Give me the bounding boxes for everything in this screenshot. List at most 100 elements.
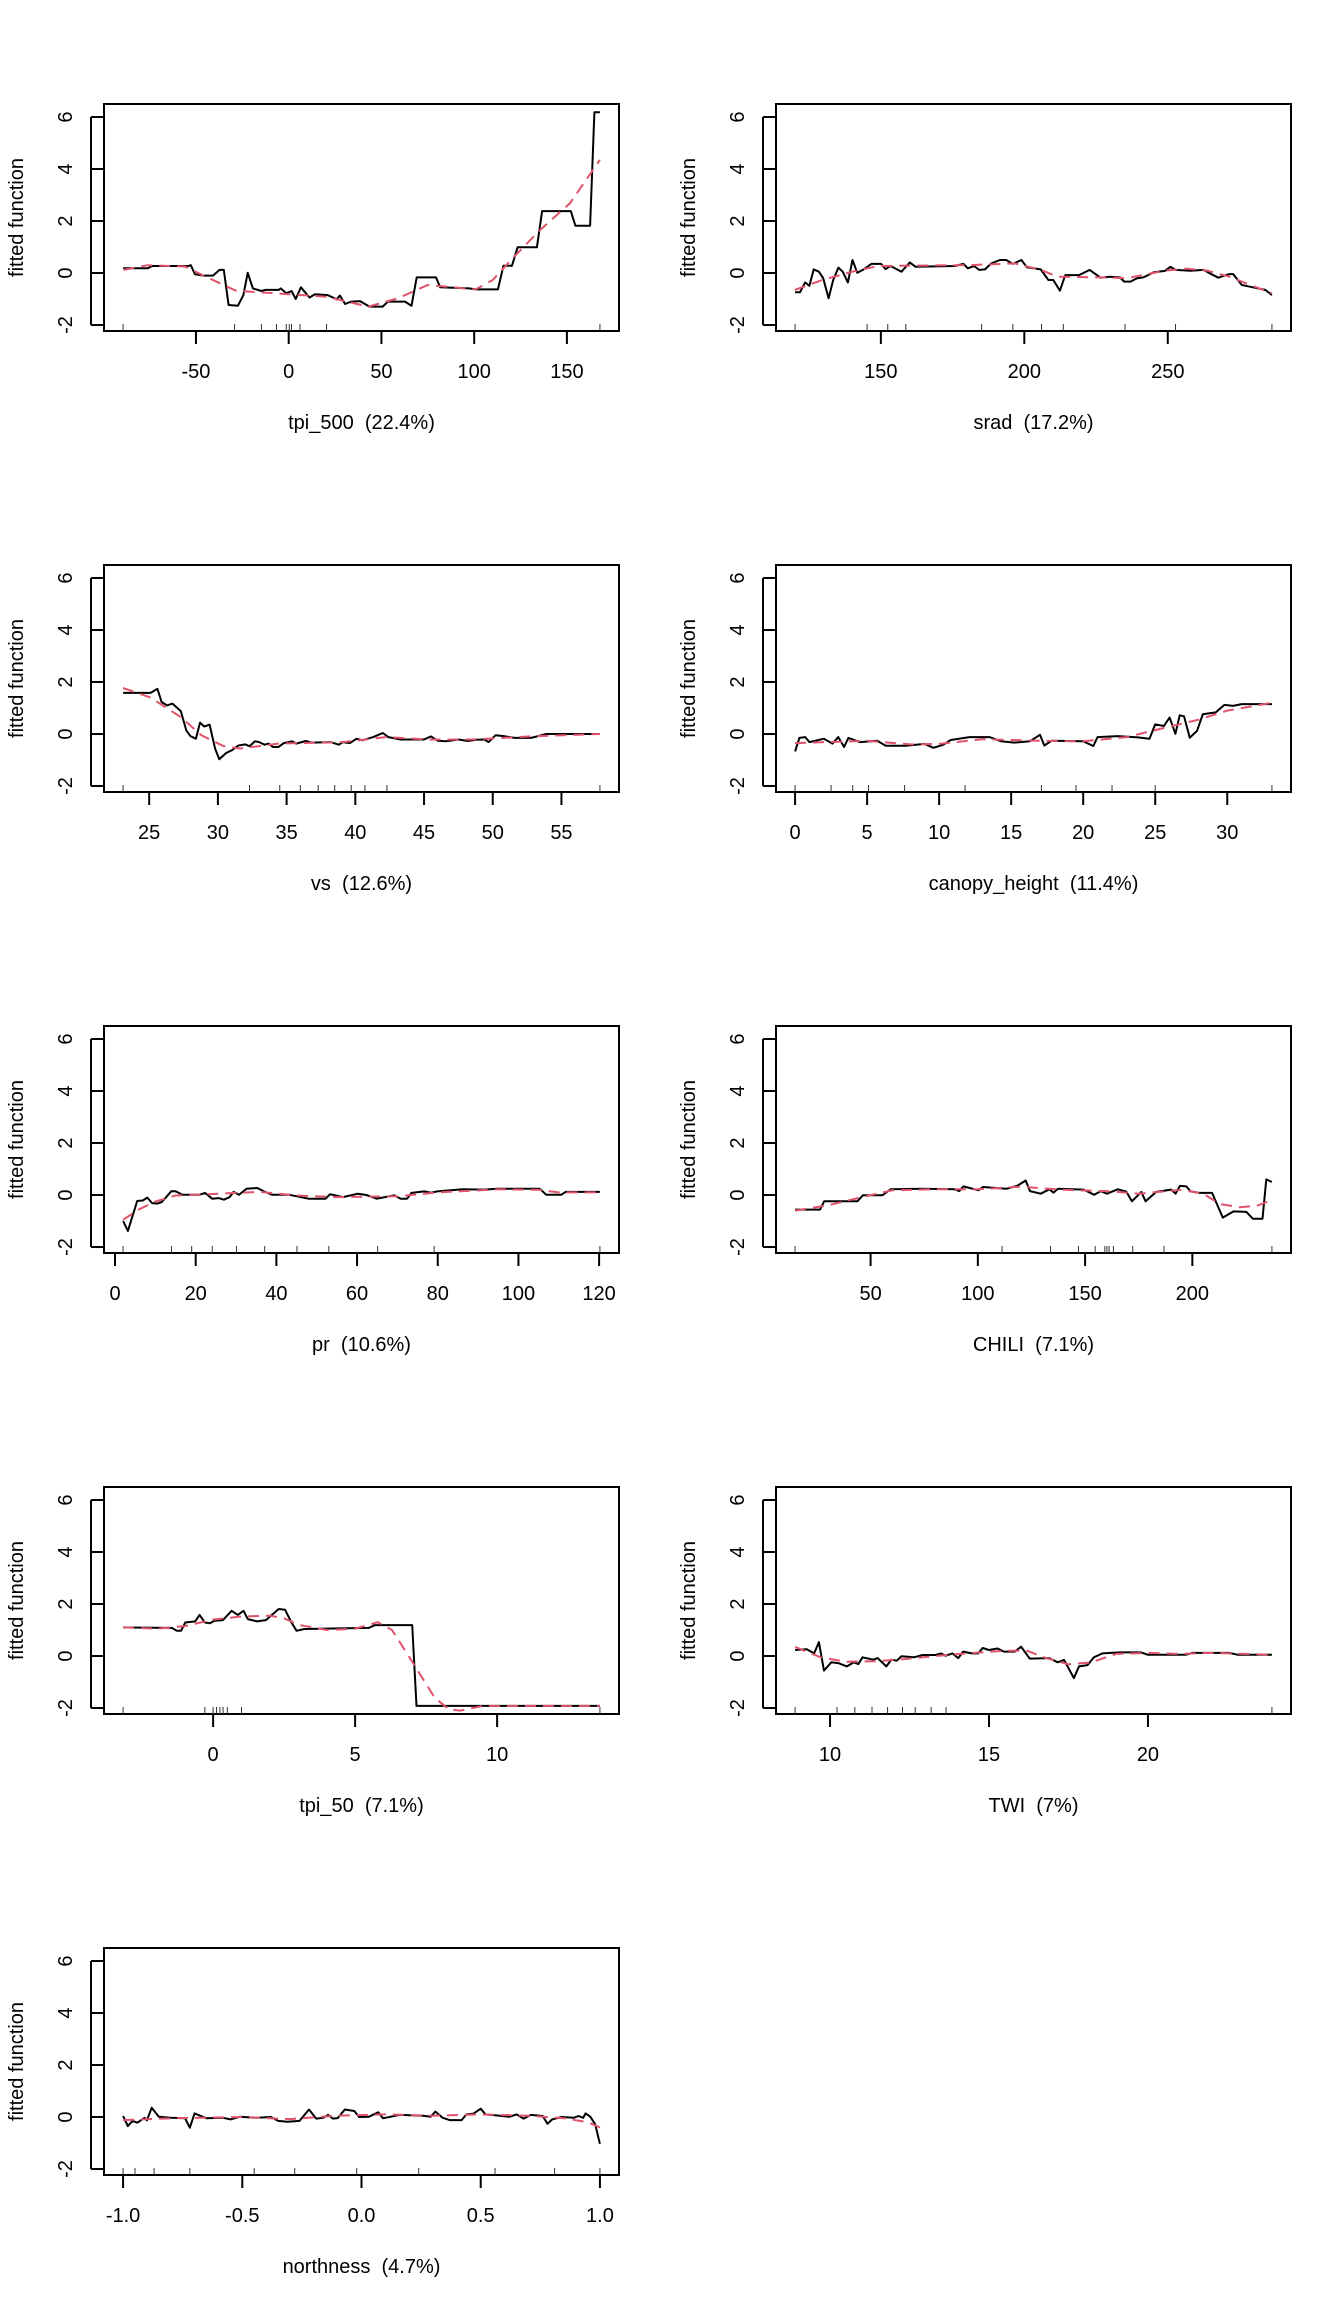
y-tick-label: -2 (727, 316, 749, 334)
x-tick-label: 10 (819, 1744, 841, 1766)
x-axis-title: pr (10.6%) (312, 1334, 411, 1356)
smoothed-fit-line (794, 1645, 1272, 1666)
plot-frame (775, 1025, 1292, 1254)
fitted-function-line (795, 1641, 1272, 1680)
y-tick-label: 4 (727, 1085, 749, 1096)
plot-frame (103, 1025, 620, 1254)
x-tick-label: 60 (346, 1283, 368, 1305)
x-tick-label: 0.5 (467, 2205, 495, 2227)
x-tick-label: 20 (185, 1283, 207, 1305)
x-tick-label: 100 (502, 1283, 535, 1305)
y-tick-label: 0 (55, 1189, 77, 1200)
y-tick-label: 4 (727, 1546, 749, 1557)
x-axis-title: srad (17.2%) (973, 412, 1093, 434)
y-tick-label: 6 (727, 1033, 749, 1044)
y-axis-title: fitted function (6, 158, 28, 277)
x-tick-label: -50 (182, 361, 211, 383)
x-tick-label: 50 (482, 822, 504, 844)
panel-tpi-50: -2 0 2 4 6 fitted function 0 5 10 tpi_50 (7.1%) (6, 1486, 620, 1817)
fitted-function-line (122, 2106, 601, 2145)
y-tick-label: 0 (727, 728, 749, 739)
y-tick-label: 6 (55, 1955, 77, 1966)
x-tick-label: 0.0 (348, 2205, 376, 2227)
x-tick-label: 35 (275, 822, 297, 844)
plot-frame (103, 1947, 620, 2176)
y-tick-label: 2 (727, 676, 749, 687)
panel-twi: -2 0 2 4 6 fitted function 10 15 20 TWI (7%) (678, 1486, 1292, 1817)
panel-vs: -2 0 2 4 6 fitted function 25 30 35 40 45 50 55 vs (1… (6, 564, 620, 895)
x-tick-label: 5 (862, 822, 873, 844)
y-axis-title: fitted function (6, 2002, 28, 2121)
x-tick-label: 25 (138, 822, 160, 844)
x-tick-label: 15 (1000, 822, 1022, 844)
fitted-function-line (123, 1608, 600, 1707)
y-axis-title: fitted function (6, 1080, 28, 1199)
x-tick-label: 10 (928, 822, 950, 844)
y-axis-title: fitted function (678, 1541, 700, 1660)
y-tick-label: -2 (55, 1238, 77, 1256)
y-tick-label: 0 (55, 1650, 77, 1661)
y-axis-title: fitted function (6, 1541, 28, 1660)
x-tick-label: 100 (457, 361, 490, 383)
x-tick-label: 5 (350, 1744, 361, 1766)
y-tick-label: -2 (55, 316, 77, 334)
plot-frame (775, 1486, 1292, 1715)
panel-canopy-height: -2 0 2 4 6 fitted function 0 5 10 15 20 25 30 canopy_… (678, 564, 1292, 895)
fitted-function-line (123, 111, 600, 308)
x-tick-label: -1.0 (106, 2205, 140, 2227)
x-tick-label: 15 (978, 1744, 1000, 1766)
y-axis-title: fitted function (678, 1080, 700, 1199)
x-tick-label: 20 (1137, 1744, 1159, 1766)
smoothed-fit-line (123, 1614, 600, 1712)
x-tick-label: 0 (790, 822, 801, 844)
y-tick-label: 2 (727, 1598, 749, 1609)
y-tick-label: 6 (55, 1494, 77, 1505)
smoothed-fit-line (794, 1185, 1273, 1212)
y-tick-label: 0 (727, 1189, 749, 1200)
plot-frame (775, 564, 1292, 793)
fitted-function-line (123, 687, 600, 761)
x-tick-label: 50 (859, 1283, 881, 1305)
x-tick-label: 40 (344, 822, 366, 844)
x-axis-title: tpi_500 (22.4%) (288, 412, 435, 434)
x-tick-label: 200 (1176, 1283, 1209, 1305)
x-axis-title: northness (4.7%) (283, 2256, 441, 2278)
plot-frame (775, 103, 1292, 332)
x-tick-label: 0 (208, 1744, 219, 1766)
fitted-function-line (795, 1178, 1273, 1220)
y-tick-label: -2 (55, 2160, 77, 2178)
panel-srad: -2 0 2 4 6 fitted function 150 200 250 srad (17.2… (678, 103, 1292, 434)
y-tick-label: 4 (55, 1546, 77, 1557)
x-axis-title: vs (12.6%) (311, 873, 412, 895)
x-tick-label: 10 (486, 1744, 508, 1766)
y-tick-label: 2 (55, 1598, 77, 1609)
y-tick-label: -2 (55, 1699, 77, 1717)
y-tick-label: 0 (55, 267, 77, 278)
y-tick-label: 6 (727, 111, 749, 122)
panel-chili: -2 0 2 4 6 fitted function 50 100 150 200 CHILI (7… (678, 1025, 1292, 1356)
panel-tpi-500: -2 0 2 4 6 fitted function -50 0 50 100 150 tpi_500… (6, 103, 620, 434)
x-tick-label: 200 (1008, 361, 1041, 383)
y-tick-label: 4 (55, 624, 77, 635)
x-axis-title: TWI (7%) (989, 1795, 1079, 1817)
smoothed-fit-line (795, 701, 1273, 746)
x-tick-label: 1.0 (586, 2205, 614, 2227)
x-tick-label: 250 (1151, 361, 1184, 383)
fitted-function-line (795, 259, 1273, 300)
x-tick-label: 0 (283, 361, 294, 383)
panel-pr: -2 0 2 4 6 fitted function 0 20 40 60 80 100 120 pr (… (6, 1025, 620, 1356)
y-tick-label: 2 (55, 676, 77, 687)
x-tick-label: 30 (1216, 822, 1238, 844)
x-tick-label: 55 (550, 822, 572, 844)
y-tick-label: 6 (727, 1494, 749, 1505)
y-axis-title: fitted function (678, 619, 700, 738)
x-tick-label: -0.5 (225, 2205, 259, 2227)
y-tick-label: 2 (55, 1137, 77, 1148)
x-tick-label: 120 (582, 1283, 615, 1305)
smoothed-fit-line (123, 159, 601, 308)
y-tick-label: -2 (727, 1238, 749, 1256)
x-tick-label: 80 (427, 1283, 449, 1305)
x-tick-label: 0 (109, 1283, 120, 1305)
x-axis-title: canopy_height (11.4%) (929, 873, 1139, 895)
y-tick-label: 4 (727, 624, 749, 635)
